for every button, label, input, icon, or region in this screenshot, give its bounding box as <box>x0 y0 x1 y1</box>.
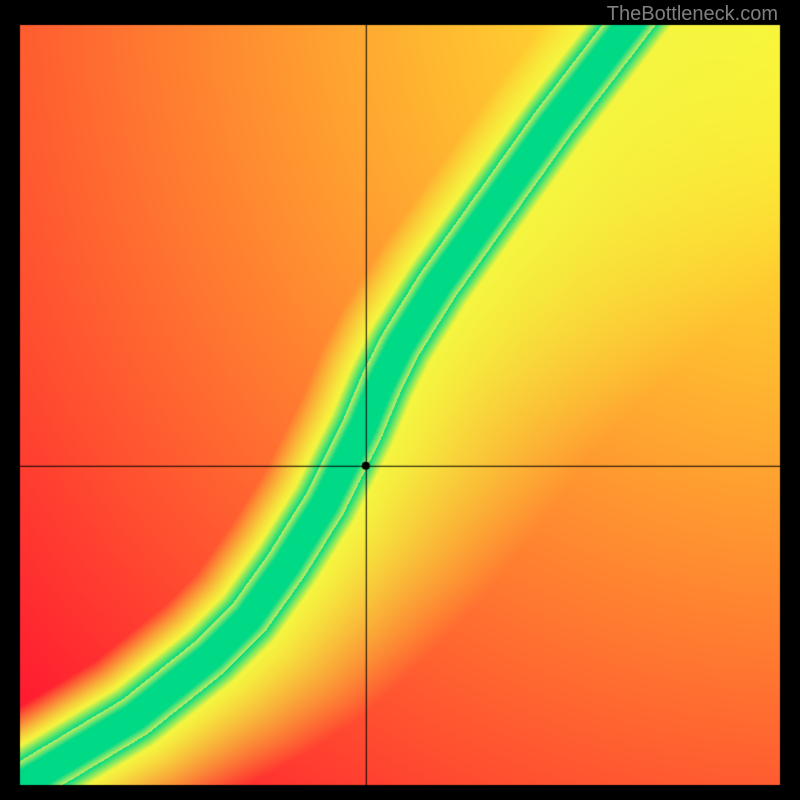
bottleneck-heatmap <box>0 0 800 800</box>
watermark-text: TheBottleneck.com <box>607 3 778 26</box>
chart-container: TheBottleneck.com <box>0 0 800 800</box>
